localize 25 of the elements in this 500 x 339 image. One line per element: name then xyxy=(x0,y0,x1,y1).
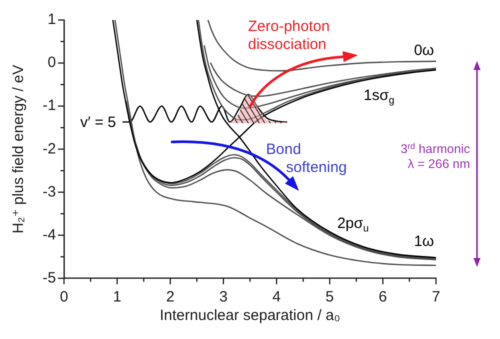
annotation: 2pσ$_{u}$ xyxy=(337,214,369,234)
y-tick-label: -5 xyxy=(42,269,56,286)
annotation: 3$^{rd}$ harmonic λ = 266 nm xyxy=(400,140,470,172)
y-tick-label: -4 xyxy=(42,226,56,244)
x-tick-label: 3 xyxy=(219,288,228,306)
x-tick-label: 5 xyxy=(326,288,334,306)
y-tick-label: -3 xyxy=(42,183,56,200)
x-tick-label: 6 xyxy=(378,288,388,306)
annotation: 1sσ$_{g}$ xyxy=(364,87,394,107)
annotation: Bond softening xyxy=(266,140,348,177)
x-axis-title: Internuclear separation / a₀ xyxy=(160,307,340,324)
annotation: 0ω xyxy=(414,42,434,60)
series-label: v′ = 5 xyxy=(80,114,116,132)
annotation: 1ω xyxy=(414,233,434,251)
annotation: Zero-photon dissociation xyxy=(248,18,331,54)
x-tick-label: 1 xyxy=(112,288,122,306)
y-axis-title: H₂⁺ plus field energy / eV xyxy=(10,64,28,234)
y-tick-label: -1 xyxy=(42,97,56,114)
x-tick-label: 0 xyxy=(60,288,68,306)
y-tick-label: 0 xyxy=(48,54,56,72)
y-tick-label: 1 xyxy=(48,11,56,28)
x-tick-label: 2 xyxy=(166,288,174,306)
x-tick-label: 7 xyxy=(432,288,440,306)
y-tick-label: -2 xyxy=(42,140,56,158)
x-tick-label: 4 xyxy=(272,288,281,306)
